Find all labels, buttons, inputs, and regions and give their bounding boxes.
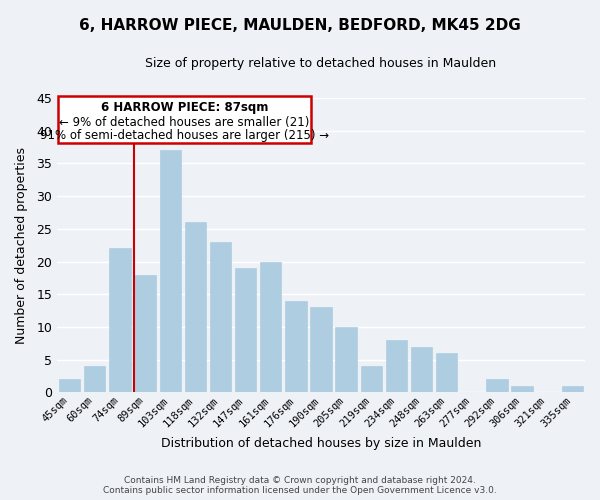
FancyBboxPatch shape	[58, 96, 311, 142]
Bar	[562, 386, 583, 392]
Bar	[260, 262, 281, 392]
Bar	[185, 222, 206, 392]
Text: Contains HM Land Registry data © Crown copyright and database right 2024.: Contains HM Land Registry data © Crown c…	[124, 476, 476, 485]
X-axis label: Distribution of detached houses by size in Maulden: Distribution of detached houses by size …	[161, 437, 481, 450]
Bar	[487, 379, 508, 392]
Bar	[310, 308, 332, 392]
Bar	[411, 346, 432, 393]
Bar	[210, 242, 231, 392]
Bar	[511, 386, 533, 392]
Bar	[109, 248, 131, 392]
Bar	[335, 327, 357, 392]
Bar	[235, 268, 256, 392]
Bar	[134, 274, 156, 392]
Text: 6 HARROW PIECE: 87sqm: 6 HARROW PIECE: 87sqm	[101, 102, 268, 114]
Bar	[59, 379, 80, 392]
Bar	[160, 150, 181, 392]
Bar	[285, 301, 307, 392]
Bar	[84, 366, 106, 392]
Bar	[386, 340, 407, 392]
Bar	[361, 366, 382, 392]
Text: 6, HARROW PIECE, MAULDEN, BEDFORD, MK45 2DG: 6, HARROW PIECE, MAULDEN, BEDFORD, MK45 …	[79, 18, 521, 32]
Text: ← 9% of detached houses are smaller (21): ← 9% of detached houses are smaller (21)	[59, 116, 310, 128]
Text: 91% of semi-detached houses are larger (215) →: 91% of semi-detached houses are larger (…	[40, 129, 329, 142]
Text: Contains public sector information licensed under the Open Government Licence v3: Contains public sector information licen…	[103, 486, 497, 495]
Bar	[436, 353, 457, 393]
Y-axis label: Number of detached properties: Number of detached properties	[15, 146, 28, 344]
Title: Size of property relative to detached houses in Maulden: Size of property relative to detached ho…	[145, 58, 497, 70]
